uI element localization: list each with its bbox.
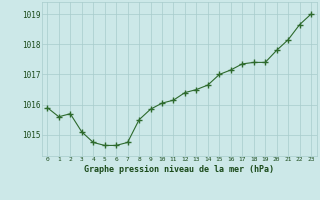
X-axis label: Graphe pression niveau de la mer (hPa): Graphe pression niveau de la mer (hPa) — [84, 165, 274, 174]
